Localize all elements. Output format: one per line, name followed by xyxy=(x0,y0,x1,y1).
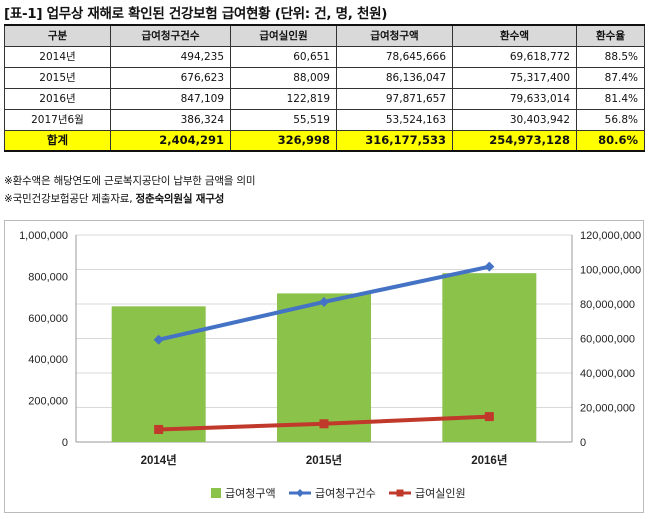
right-axis-tick-label: 0 xyxy=(580,437,586,449)
total-label-cell: 합계 xyxy=(4,129,111,152)
x-axis-tick-label: 2016년 xyxy=(471,453,507,467)
table-cell: 494,235 xyxy=(110,45,231,68)
point-people xyxy=(154,424,164,434)
right-axis-tick-label: 80,000,000 xyxy=(580,299,635,311)
header-cell: 환수율 xyxy=(576,24,645,47)
table-row: 2015년 676,623 88,009 86,136,047 75,317,4… xyxy=(4,66,645,89)
point-claims xyxy=(319,296,329,307)
table-cell: 676,623 xyxy=(110,66,231,89)
table-row: 2014년 494,235 60,651 78,645,666 69,618,7… xyxy=(4,45,645,68)
header-cell: 급여청구액 xyxy=(336,24,453,47)
table-cell: 69,618,772 xyxy=(452,45,577,68)
row-label-cell: 2014년 xyxy=(4,45,111,68)
x-axis-tick-label: 2014년 xyxy=(141,453,177,467)
left-axis-tick-label: 1,000,000 xyxy=(19,230,68,242)
legend-label: 급여청구건수 xyxy=(315,487,376,500)
left-axis-tick-label: 200,000 xyxy=(28,396,68,408)
table-cell: 78,645,666 xyxy=(336,45,453,68)
footnote-source-text: ※국민건강보험공단 제출자료, xyxy=(4,193,136,205)
left-axis-tick-label: 0 xyxy=(62,437,68,449)
header-cell: 급여실인원 xyxy=(230,24,337,47)
table-row: 2016년 847,109 122,819 97,871,657 79,633,… xyxy=(4,87,645,110)
row-label-cell: 2017년6월 xyxy=(4,108,111,131)
row-label-cell: 2015년 xyxy=(4,66,111,89)
right-axis-tick-label: 60,000,000 xyxy=(580,334,635,346)
table-cell: 30,403,942 xyxy=(452,108,577,131)
legend-marker-people xyxy=(396,489,404,497)
header-cell: 급여청구건수 xyxy=(110,24,231,47)
header-cell: 구분 xyxy=(4,24,111,47)
legend-label: 급여실인원 xyxy=(415,487,466,500)
combo-chart: 0 200,000 400,000 600,000 800,000 1,000,000 0 2… xyxy=(4,220,644,513)
table-cell: 87.4% xyxy=(576,66,645,89)
table-cell: 75,317,400 xyxy=(452,66,577,89)
table-cell: 88,009 xyxy=(230,66,337,89)
legend-marker-claims xyxy=(296,489,304,497)
table-cell: 55,519 xyxy=(230,108,337,131)
table-title: [표-1] 업무상 재해로 확인된 건강보험 급여현황 (단위: 건, 명, 천… xyxy=(4,6,388,22)
left-axis-tick-label: 400,000 xyxy=(28,354,68,366)
point-people xyxy=(319,419,329,429)
point-claims xyxy=(153,334,164,345)
point-claims xyxy=(484,261,495,272)
chart-svg: 0 200,000 400,000 600,000 800,000 1,000,000 0 2… xyxy=(19,230,641,500)
total-cell: 316,177,533 xyxy=(336,129,453,152)
footnote-source-bold: 정춘숙의원실 재구성 xyxy=(135,193,225,205)
legend-swatch-claim-amount xyxy=(211,488,221,498)
bar-claim-amount xyxy=(277,293,371,442)
right-axis-tick-label: 40,000,000 xyxy=(580,368,635,380)
left-axis-tick-label: 600,000 xyxy=(28,313,68,325)
right-axis-tick-label: 120,000,000 xyxy=(580,230,641,242)
table-cell: 86,136,047 xyxy=(336,66,453,89)
table-cell: 97,871,657 xyxy=(336,87,453,110)
total-cell: 326,998 xyxy=(230,129,337,152)
table-cell: 847,109 xyxy=(110,87,231,110)
stats-table: 구분 급여청구건수 급여실인원 급여청구액 환수액 환수율 2014년 494,… xyxy=(4,24,645,152)
legend-label: 급여청구액 xyxy=(225,487,276,500)
total-row: 합계 2,404,291 326,998 316,177,533 254,973… xyxy=(4,129,645,152)
x-axis-tick-label: 2015년 xyxy=(306,453,342,467)
footnote-refund: ※환수액은 해당연도에 근로복지공단이 납부한 금액을 의미 xyxy=(4,175,256,187)
table-cell: 88.5% xyxy=(576,45,645,68)
table-cell: 79,633,014 xyxy=(452,87,577,110)
header-cell: 환수액 xyxy=(452,24,577,47)
table-header-row: 구분 급여청구건수 급여실인원 급여청구액 환수액 환수율 xyxy=(4,24,645,47)
table-cell: 122,819 xyxy=(230,87,337,110)
point-people xyxy=(484,412,494,422)
bar-claim-amount xyxy=(111,306,206,442)
footnote-source: ※국민건강보험공단 제출자료, 정춘숙의원실 재구성 xyxy=(4,191,224,206)
table-cell: 81.4% xyxy=(576,87,645,110)
table-cell: 53,524,163 xyxy=(336,108,453,131)
right-axis-tick-label: 100,000,000 xyxy=(580,265,641,277)
table-cell: 386,324 xyxy=(110,108,231,131)
total-cell: 254,973,128 xyxy=(452,129,577,152)
total-cell: 80.6% xyxy=(576,129,645,152)
table-row: 2017년6월 386,324 55,519 53,524,163 30,403… xyxy=(4,108,645,131)
row-label-cell: 2016년 xyxy=(4,87,111,110)
total-cell: 2,404,291 xyxy=(110,129,231,152)
right-axis-tick-label: 20,000,000 xyxy=(580,403,635,415)
table-cell: 56.8% xyxy=(576,108,645,131)
left-axis-tick-label: 800,000 xyxy=(28,271,68,283)
table-cell: 60,651 xyxy=(230,45,337,68)
